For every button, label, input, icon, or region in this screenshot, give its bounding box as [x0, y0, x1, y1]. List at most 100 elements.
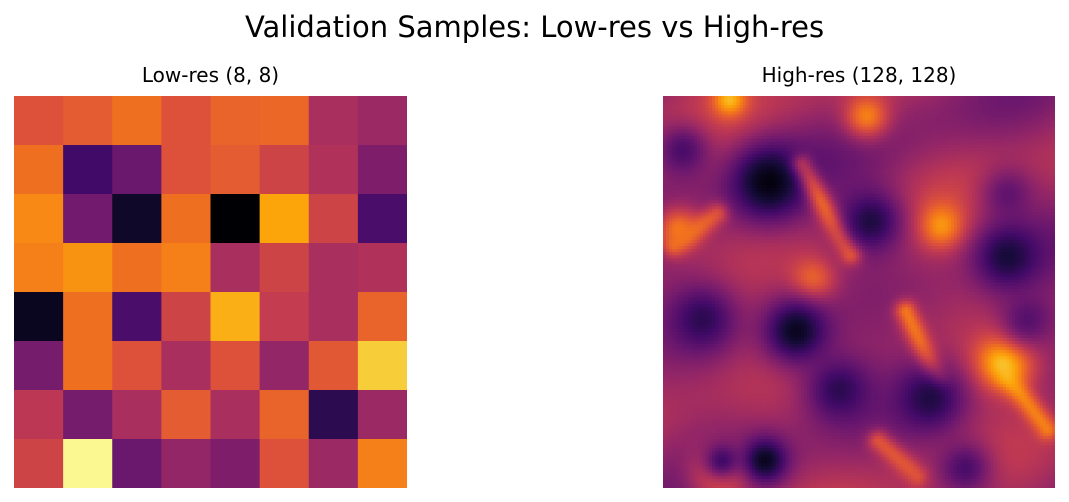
highres-pixel: [703, 148, 706, 151]
highres-pixel: [1046, 173, 1049, 176]
highres-pixel: [1024, 124, 1027, 127]
highres-pixel: [936, 160, 939, 163]
highres-pixel: [853, 96, 856, 99]
highres-pixel: [703, 142, 706, 145]
highres-pixel: [1049, 191, 1052, 194]
highres-pixel: [782, 145, 785, 148]
highres-pixel: [991, 182, 994, 185]
highres-pixel: [681, 203, 684, 206]
highres-pixel: [936, 136, 939, 139]
highres-pixel: [709, 148, 712, 151]
highres-pixel: [694, 154, 697, 157]
highres-pixel: [908, 99, 911, 102]
highres-pixel: [957, 130, 960, 133]
highres-pixel: [706, 191, 709, 194]
highres-pixel: [669, 179, 672, 182]
highres-pixel: [740, 108, 743, 111]
highres-pixel: [859, 114, 862, 117]
highres-pixel: [856, 148, 859, 151]
highres-pixel: [795, 157, 798, 160]
highres-pixel: [825, 102, 828, 105]
highres-pixel: [681, 127, 684, 130]
highres-pixel: [703, 154, 706, 157]
lowres-cell: [161, 390, 211, 440]
highres-pixel: [844, 111, 847, 114]
highres-pixel: [828, 209, 831, 212]
lowres-cell: [14, 243, 64, 293]
highres-pixel: [740, 179, 743, 182]
highres-pixel: [966, 176, 969, 179]
highres-pixel: [874, 139, 877, 142]
highres-pixel: [672, 105, 675, 108]
highres-pixel: [691, 133, 694, 136]
highres-pixel: [743, 105, 746, 108]
highres-pixel: [945, 130, 948, 133]
highres-pixel: [666, 163, 669, 166]
highres-pixel: [1009, 133, 1012, 136]
highres-pixel: [694, 191, 697, 194]
highres-pixel: [718, 194, 721, 197]
highres-pixel: [1009, 99, 1012, 102]
highres-pixel: [801, 124, 804, 127]
highres-pixel: [960, 157, 963, 160]
highres-pixel: [838, 163, 841, 166]
highres-pixel: [856, 102, 859, 105]
highres-pixel: [929, 191, 932, 194]
highres-pixel: [786, 114, 789, 117]
highres-pixel: [1012, 173, 1015, 176]
highres-pixel: [871, 176, 874, 179]
highres-pixel: [819, 136, 822, 139]
highres-pixel: [838, 148, 841, 151]
highres-pixel: [681, 142, 684, 145]
highres-pixel: [933, 117, 936, 120]
highres-pixel: [813, 160, 816, 163]
highres-pixel: [782, 170, 785, 173]
highres-pixel: [703, 163, 706, 166]
highres-pixel: [982, 139, 985, 142]
highres-pixel: [1009, 191, 1012, 194]
highres-pixel: [767, 200, 770, 203]
highres-pixel: [887, 203, 890, 206]
highres-pixel: [789, 200, 792, 203]
highres-pixel: [737, 145, 740, 148]
highres-pixel: [884, 96, 887, 99]
highres-pixel: [856, 142, 859, 145]
highres-pixel: [890, 197, 893, 200]
highres-pixel: [1024, 99, 1027, 102]
highres-pixel: [963, 160, 966, 163]
highres-pixel: [933, 166, 936, 169]
highres-pixel: [798, 127, 801, 130]
lowres-cell: [211, 96, 261, 146]
highres-pixel: [795, 102, 798, 105]
highres-pixel: [684, 127, 687, 130]
highres-pixel: [982, 130, 985, 133]
highres-pixel: [730, 179, 733, 182]
highres-pixel: [865, 188, 868, 191]
highres-pixel: [810, 99, 813, 102]
highres-pixel: [884, 166, 887, 169]
highres-pixel: [923, 99, 926, 102]
highres-pixel: [782, 212, 785, 215]
highres-pixel: [880, 130, 883, 133]
highres-pixel: [1040, 117, 1043, 120]
highres-pixel: [828, 188, 831, 191]
highres-pixel: [746, 136, 749, 139]
highres-pixel: [871, 170, 874, 173]
highres-pixel: [951, 206, 954, 209]
highres-pixel: [1049, 197, 1052, 200]
highres-pixel: [706, 157, 709, 160]
highres-pixel: [1031, 179, 1034, 182]
highres-pixel: [764, 145, 767, 148]
highres-pixel: [733, 142, 736, 145]
highres-pixel: [761, 191, 764, 194]
highres-pixel: [819, 108, 822, 111]
highres-pixel: [819, 163, 822, 166]
highres-pixel: [917, 136, 920, 139]
highres-pixel: [822, 176, 825, 179]
highres-pixel: [994, 151, 997, 154]
highres-pixel: [868, 111, 871, 114]
highres-pixel: [694, 102, 697, 105]
highres-pixel: [1034, 176, 1037, 179]
highres-pixel: [988, 160, 991, 163]
highres-pixel: [997, 182, 1000, 185]
